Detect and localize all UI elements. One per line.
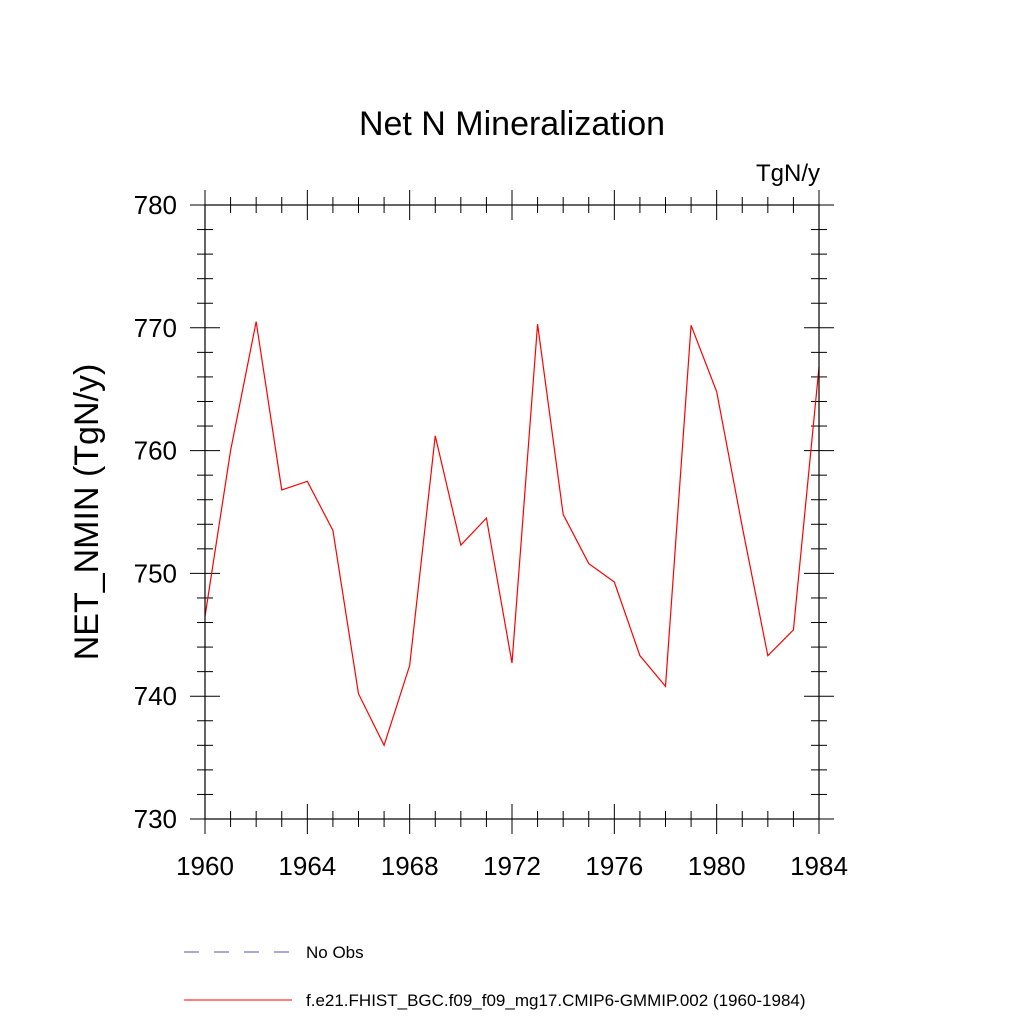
axis-ticks: [190, 190, 834, 834]
y-tick-label: 780: [134, 190, 177, 220]
tick-labels: 1960 1964 1968 1972 1976 1980 1984 730 740 750 760…: [134, 190, 848, 881]
x-tick-label: 1980: [688, 851, 746, 881]
x-tick-label: 1964: [278, 851, 336, 881]
legend-label: f.e21.FHIST_BGC.f09_f09_mg17.CMIP6-GMMIP…: [306, 991, 806, 1010]
y-tick-label: 760: [134, 436, 177, 466]
y-tick-label: 770: [134, 313, 177, 343]
chart-title: Net N Mineralization: [359, 105, 665, 143]
plot-lines: [204, 321, 820, 747]
x-tick-label: 1976: [585, 851, 643, 881]
x-tick-label: 1984: [790, 851, 848, 881]
y-tick-label: 730: [134, 804, 177, 834]
y-tick-label: 750: [134, 558, 177, 588]
y-tick-label: 740: [134, 681, 177, 711]
y-axis-title: NET_NMIN (TgN/y): [68, 364, 106, 661]
x-tick-label: 1968: [381, 851, 439, 881]
series-line: [204, 321, 820, 747]
plot-frame: [204, 204, 820, 820]
units-label: TgN/y: [756, 160, 820, 187]
legend-label: No Obs: [306, 943, 364, 962]
legend: No Obs f.e21.FHIST_BGC.f09_f09_mg17.CMIP6…: [184, 943, 806, 1010]
x-tick-label: 1972: [483, 851, 541, 881]
x-tick-label: 1960: [176, 851, 234, 881]
